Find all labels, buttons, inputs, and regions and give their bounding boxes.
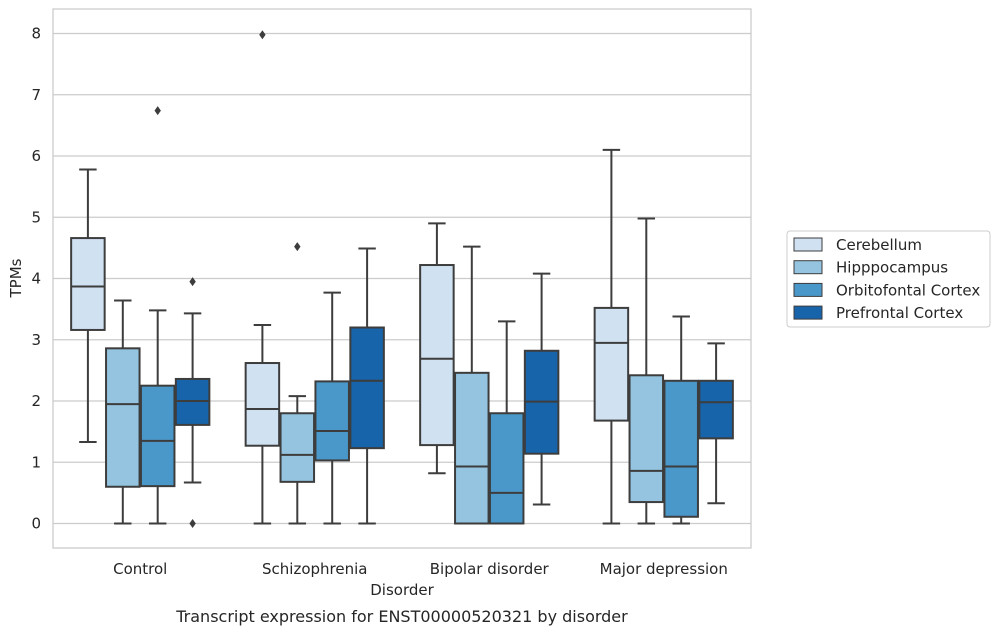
- tick-labels: 0 1 2 3 4 5 6 7 8 Control Schizophrenia Bipolar dis…: [31, 25, 727, 579]
- box-iqr: [663, 379, 699, 518]
- box-iqr: [349, 326, 385, 450]
- box-cerebellum: [244, 30, 281, 525]
- y-tick-label: 5: [31, 208, 41, 226]
- box-iqr: [139, 384, 176, 488]
- box-iqr: [593, 306, 630, 422]
- box-prefrontal-cortex: [174, 277, 211, 528]
- x-tick-label: Control: [113, 560, 167, 578]
- legend-swatch: [793, 282, 823, 297]
- box-orbitofontal-cortex: [663, 315, 699, 525]
- outlier-point: [259, 30, 266, 40]
- y-tick-label: 6: [31, 147, 41, 165]
- plot-frame: [52, 8, 752, 549]
- legend-swatch: [793, 305, 823, 320]
- y-tick-label: 8: [31, 25, 41, 43]
- legend-label: Hipppocampus: [836, 259, 948, 277]
- outlier-point: [294, 242, 301, 252]
- box-cerebellum: [70, 168, 106, 444]
- y-tick-label: 3: [31, 331, 41, 349]
- box-layer: [70, 30, 734, 528]
- box-iqr: [419, 264, 455, 447]
- x-tick-label: Major depression: [600, 560, 728, 578]
- box-iqr: [70, 237, 106, 331]
- box-orbitofontal-cortex: [139, 106, 176, 525]
- chart-caption: Transcript expression for ENST0000052032…: [175, 607, 628, 626]
- box-hipppocampus: [279, 242, 316, 525]
- y-tick-label: 4: [31, 270, 41, 288]
- box-hipppocampus: [454, 245, 490, 525]
- y-tick-label: 7: [31, 86, 41, 104]
- legend-swatch: [793, 260, 823, 275]
- box-iqr: [628, 374, 665, 504]
- legend-frame: [786, 230, 991, 328]
- box-iqr: [454, 371, 490, 525]
- box-iqr: [488, 412, 525, 525]
- outlier-point: [154, 106, 161, 116]
- box-iqr: [279, 412, 316, 483]
- outlier-point: [189, 277, 196, 287]
- box-iqr: [698, 379, 734, 440]
- box-hipppocampus: [105, 299, 141, 525]
- x-tick-label: Schizophrenia: [262, 560, 367, 578]
- box-prefrontal-cortex: [523, 272, 560, 506]
- legend: Cerebellum Hipppocampus Orbitofontal Corte…: [786, 230, 991, 328]
- box-cerebellum: [593, 148, 630, 525]
- y-tick-label: 1: [31, 453, 41, 471]
- box-iqr: [244, 362, 281, 447]
- box-orbitofontal-cortex: [488, 320, 525, 525]
- legend-label: Prefrontal Cortex: [836, 304, 963, 322]
- box-cerebellum: [419, 222, 455, 475]
- y-tick-label: 2: [31, 392, 41, 410]
- x-axis-title: Disorder: [370, 581, 434, 599]
- box-orbitofontal-cortex: [314, 291, 350, 525]
- outlier-point: [189, 519, 196, 528]
- y-axis-title: TPMs: [7, 258, 25, 298]
- box-iqr: [314, 380, 350, 462]
- legend-swatch: [793, 237, 823, 252]
- legend-label: Cerebellum: [836, 236, 922, 254]
- box-hipppocampus: [628, 217, 665, 525]
- y-tick-label: 0: [31, 515, 41, 533]
- box-iqr: [105, 347, 141, 488]
- box-prefrontal-cortex: [698, 342, 734, 505]
- legend-label: Orbitofontal Cortex: [836, 281, 980, 299]
- x-tick-label: Bipolar disorder: [430, 560, 550, 578]
- box-prefrontal-cortex: [349, 247, 385, 525]
